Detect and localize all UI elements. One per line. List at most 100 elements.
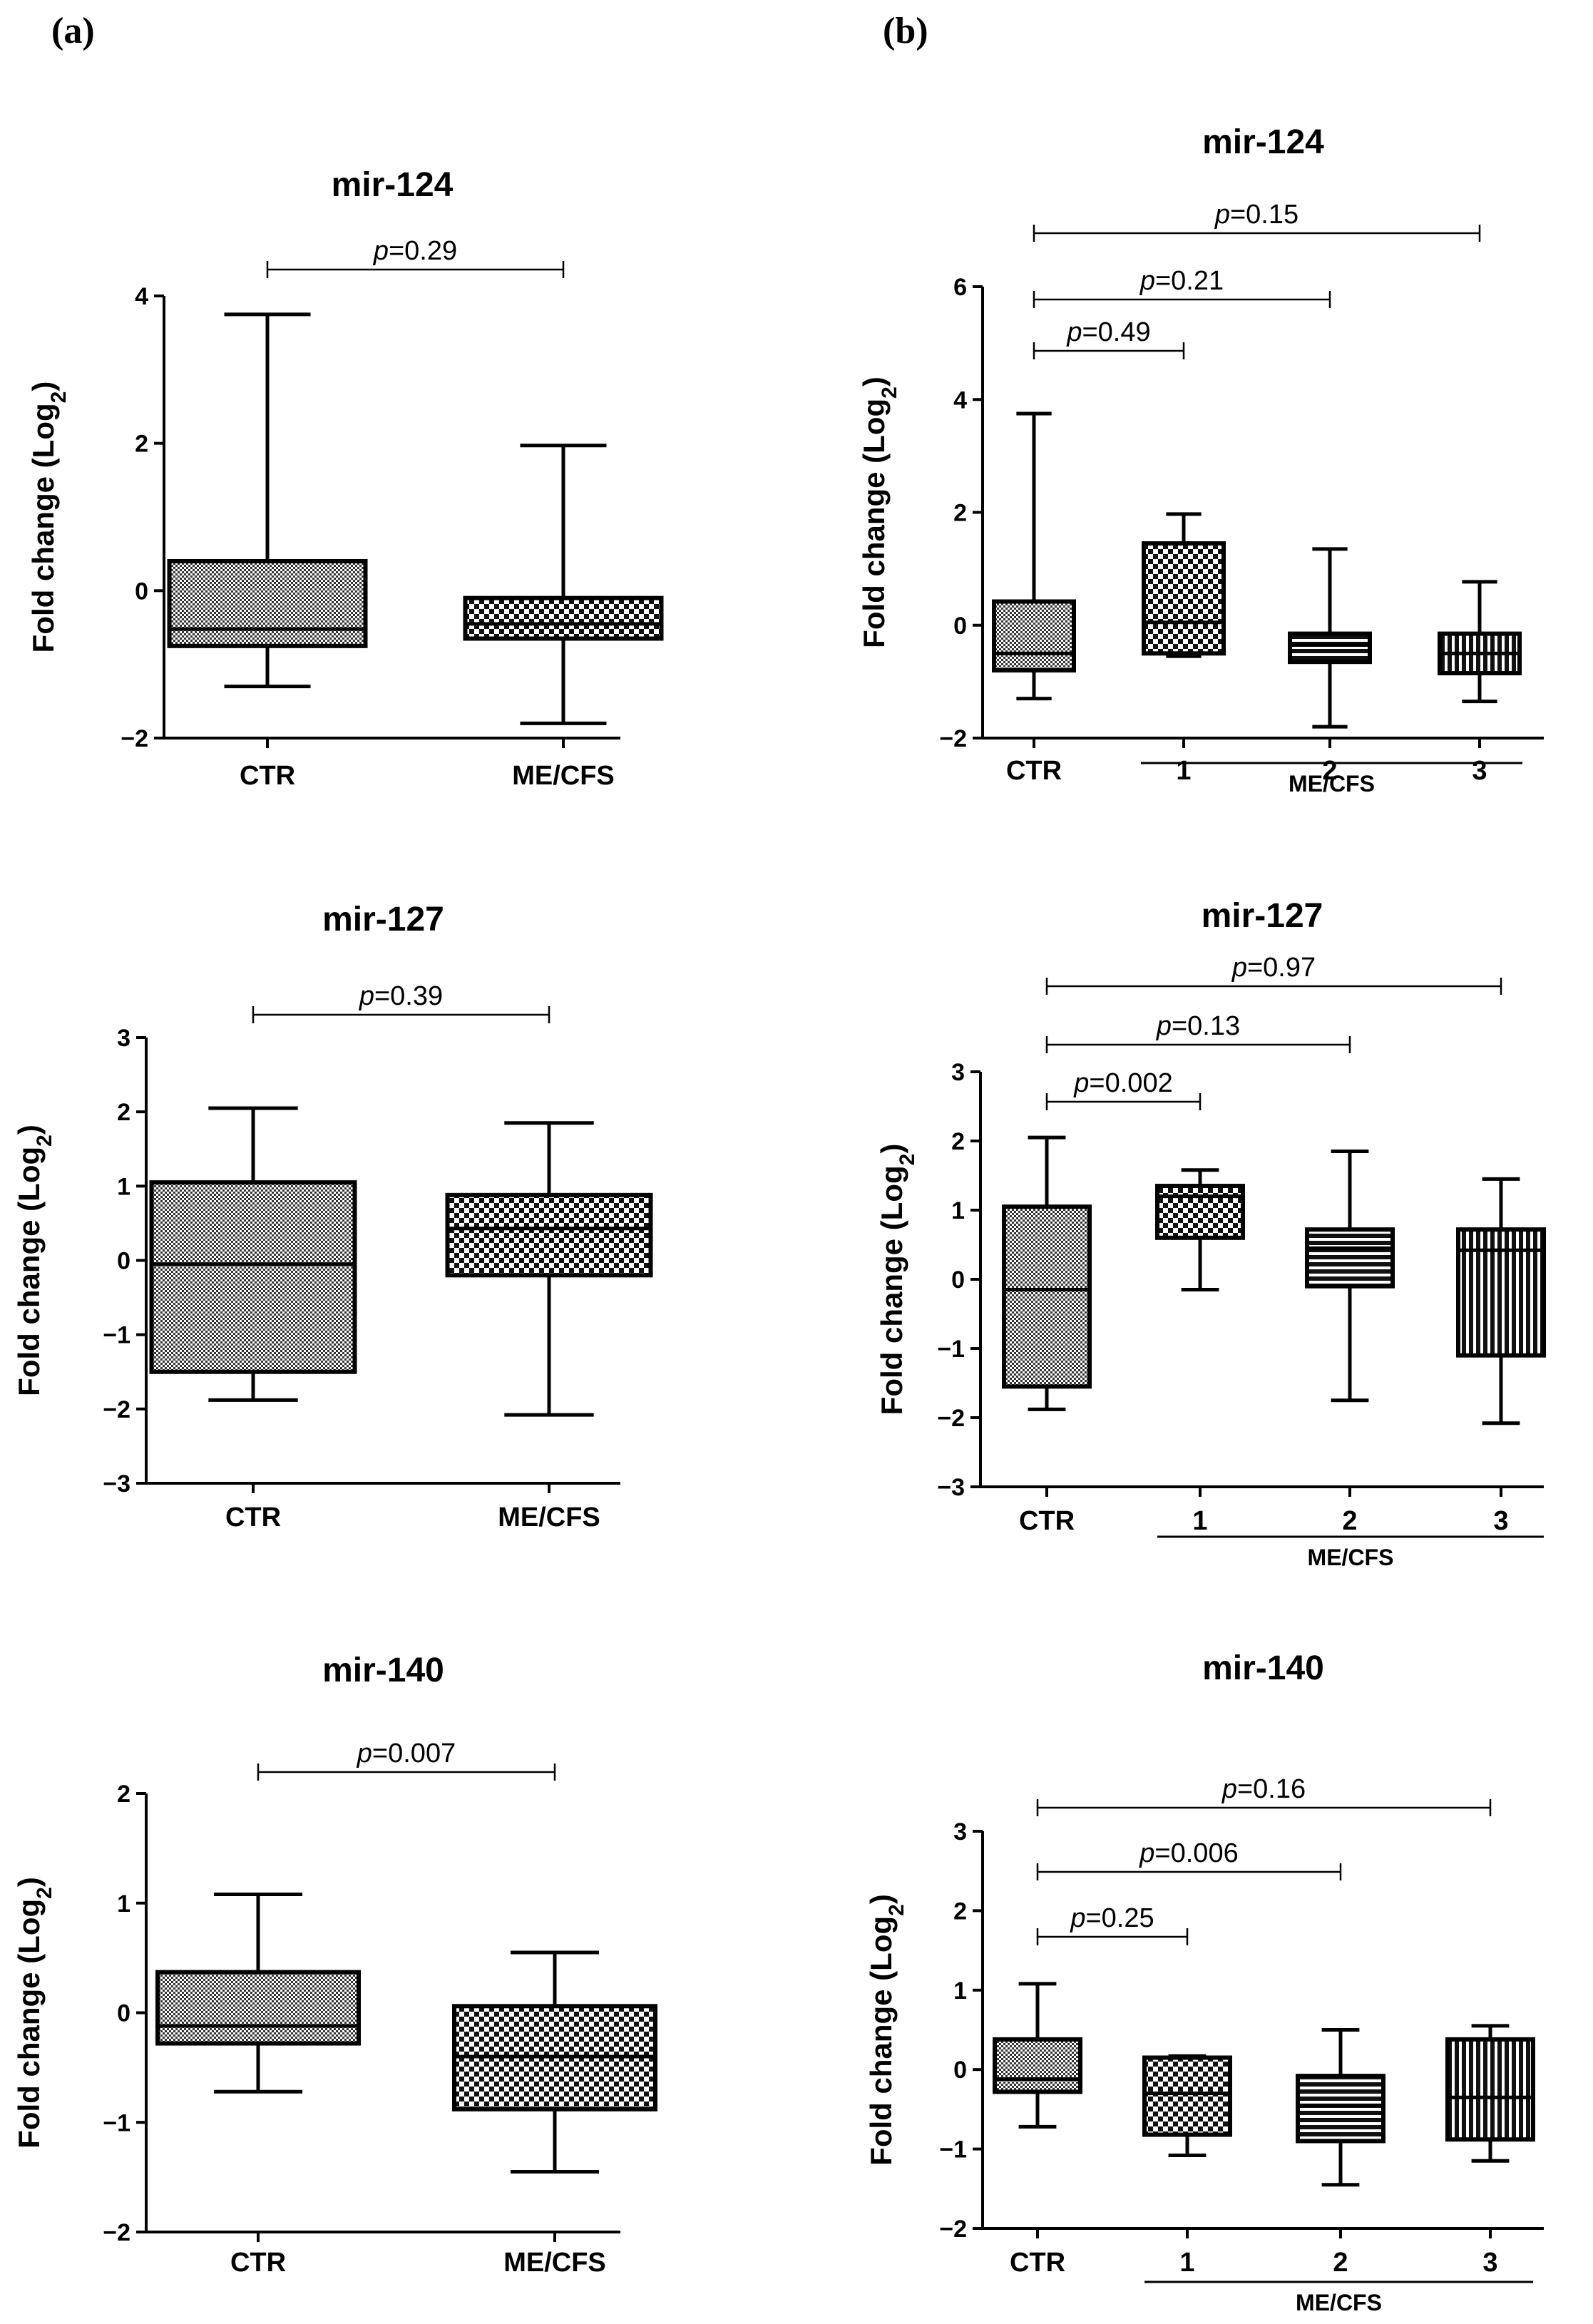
y-tick-label: −3	[937, 1474, 965, 1501]
y-axis-label-text: Fold change (Log	[857, 399, 891, 648]
p-value-label: p=0.002	[1073, 1068, 1172, 1098]
chart-title: mir-140	[1202, 1649, 1324, 1687]
y-tick-label: 6	[953, 274, 967, 301]
p-value-symbol: p	[1073, 1068, 1089, 1098]
p-value-label: p=0.29	[373, 236, 457, 266]
box-ctr-body	[167, 559, 368, 648]
x-category-label: CTR	[1019, 1506, 1075, 1536]
p-value-number: =0.39	[374, 981, 443, 1011]
box-ctr-body	[993, 2037, 1082, 2094]
x-category-label: ME/CFS	[498, 1503, 600, 1532]
y-tick-label: 2	[953, 1898, 967, 1925]
y-tick-label: 0	[953, 2057, 967, 2084]
y-tick-label: 0	[951, 1266, 965, 1294]
box-3-body	[1456, 1227, 1546, 1358]
box-me-cfs-body	[445, 1192, 653, 1278]
x-category-label: 3	[1493, 1506, 1508, 1536]
p-value-number: =0.006	[1154, 1838, 1238, 1868]
p-value-label: p=0.49	[1066, 317, 1150, 347]
chart-title: mir-127	[322, 901, 444, 938]
box-me-cfs-body	[463, 595, 664, 641]
y-tick-label: −2	[121, 725, 148, 752]
box-1-body	[1142, 541, 1226, 656]
y-tick-label: −2	[103, 1396, 130, 1423]
x-category-label: 2	[1333, 2248, 1348, 2278]
p-value-number: =0.007	[372, 1739, 456, 1768]
group-label: ME/CFS	[1308, 1545, 1394, 1570]
y-axis-label-text: Fold change (Log	[864, 1916, 898, 2166]
x-category-label: 1	[1192, 1506, 1207, 1536]
x-category-label: 3	[1472, 756, 1487, 786]
y-tick-label: 4	[135, 283, 148, 310]
p-value-number: =0.29	[389, 236, 457, 266]
y-axis-label-close: )	[12, 1877, 46, 1887]
y-tick-label: 0	[117, 1248, 130, 1275]
x-category-label: 3	[1482, 2248, 1497, 2278]
y-tick-label: 2	[135, 431, 148, 458]
y-axis-label-subscript: 2	[885, 1904, 908, 1916]
y-axis-label-subscript: 2	[33, 1887, 56, 1899]
chart-title: mir-124	[332, 166, 454, 204]
p-value-symbol: p	[1156, 1011, 1172, 1041]
y-axis-label-close: )	[875, 1144, 908, 1154]
p-value-symbol: p	[1214, 200, 1230, 230]
p-value-symbol: p	[359, 981, 374, 1011]
y-tick-label: −2	[103, 2219, 130, 2246]
p-value-symbol: p	[1066, 317, 1082, 347]
y-tick-label: 0	[953, 613, 967, 640]
box-ctr-body	[1002, 1204, 1092, 1389]
y-tick-label: 4	[953, 387, 967, 414]
y-tick-label: −1	[937, 1336, 965, 1363]
y-tick-label: 3	[953, 1818, 967, 1846]
x-category-label: CTR	[230, 2248, 286, 2278]
p-value-label: p=0.25	[1070, 1903, 1154, 1933]
p-value-symbol: p	[1070, 1903, 1085, 1933]
x-category-label: CTR	[240, 761, 295, 791]
p-value-number: =0.97	[1247, 953, 1316, 983]
box-1-body	[1142, 2055, 1232, 2137]
y-tick-label: −2	[937, 1405, 965, 1432]
box-ctr-body	[155, 1970, 361, 2046]
p-value-number: =0.16	[1237, 1774, 1306, 1804]
x-category-label: ME/CFS	[503, 2248, 606, 2278]
box-ctr-body	[149, 1180, 357, 1374]
group-label: ME/CFS	[1289, 771, 1375, 797]
chart-title: mir-127	[1202, 897, 1323, 935]
p-value-label: p=0.006	[1139, 1838, 1238, 1868]
chart-title: mir-140	[322, 1652, 444, 1689]
x-category-label: 1	[1176, 756, 1191, 786]
y-axis-label: Fold change (Log2)	[875, 1144, 919, 1416]
p-value-label: p=0.39	[359, 981, 443, 1011]
y-axis-label-subscript: 2	[47, 391, 71, 404]
y-tick-label: 1	[117, 1890, 130, 1918]
y-axis-label: Fold change (Log2)	[857, 377, 901, 648]
p-value-symbol: p	[1221, 1774, 1237, 1804]
x-category-label: CTR	[225, 1503, 281, 1532]
y-tick-label: 3	[117, 1025, 130, 1052]
y-tick-label: 2	[951, 1128, 965, 1155]
panel-letter-b: (b)	[883, 11, 928, 51]
box-2-body	[1288, 631, 1372, 665]
y-tick-label: 0	[117, 2000, 130, 2027]
box-2-body	[1305, 1227, 1395, 1289]
y-axis-label-text: Fold change (Log	[875, 1165, 908, 1415]
chart-mir124-b: mir-124 Fold change (Log2) −2 0 2 4 6 CTR 1 2 3 ME/…	[857, 123, 1544, 797]
y-axis-label: Fold change (Log2)	[26, 382, 71, 653]
x-category-label: ME/CFS	[512, 761, 615, 791]
y-axis-label-close: )	[26, 382, 60, 391]
y-axis-label-subscript: 2	[878, 387, 901, 399]
y-tick-label: −2	[939, 725, 967, 752]
y-axis-label-text: Fold change (Log	[12, 1147, 46, 1396]
y-axis-label-text: Fold change (Log	[26, 403, 60, 652]
chart-title: mir-124	[1202, 123, 1324, 161]
y-axis-label-subscript: 2	[33, 1135, 56, 1147]
y-tick-label: 2	[117, 1781, 130, 1808]
x-category-label: 1	[1179, 2248, 1194, 2278]
p-value-symbol: p	[1231, 953, 1247, 983]
x-category-label: 2	[1342, 1506, 1357, 1536]
p-value-label: p=0.21	[1139, 266, 1224, 296]
